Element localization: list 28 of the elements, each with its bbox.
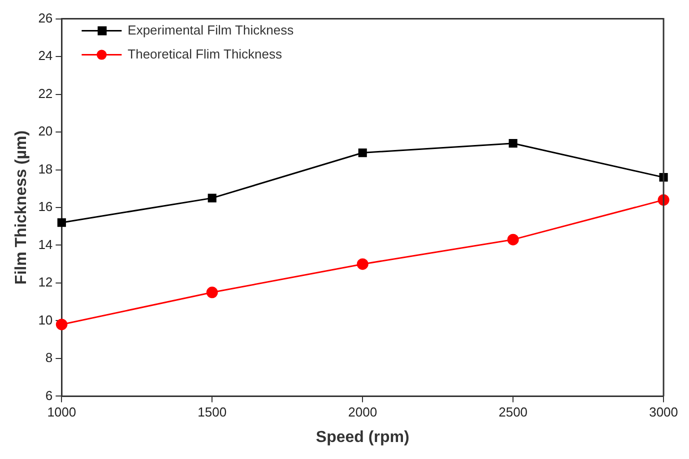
point [507,234,519,246]
point [508,139,518,148]
point [358,148,367,158]
y-tick-label: 24 [38,48,53,64]
y-tick-label: 16 [38,199,53,214]
point [356,258,368,270]
x-tick-label: 2500 [498,404,528,420]
x-tick-label: 3000 [649,404,678,420]
x-tick-label: 1500 [198,404,227,420]
legend-label: Theoretical Flim Thickness [128,46,283,62]
y-tick-label: 6 [45,388,53,403]
y-tick-label: 18 [38,161,53,176]
point [208,194,216,202]
y-tick-label: 20 [38,124,53,139]
y-tick-label: 10 [38,312,53,328]
point [57,218,66,227]
y-tick-label: 22 [38,86,53,101]
x-tick-label: 2000 [348,404,378,420]
y-axis-title: Film Thickness (µm) [13,130,30,285]
legend-label: Experimental Film Thickness [128,22,294,38]
point [206,286,218,298]
y-tick-label: 26 [38,10,53,26]
y-tick-label: 12 [38,274,53,290]
y-tick-label: 14 [38,236,53,252]
y-tick-label: 8 [45,350,53,366]
point [56,318,68,330]
x-axis-title: Speed (rpm) [316,428,410,446]
x-tick-label: 1000 [47,404,76,420]
